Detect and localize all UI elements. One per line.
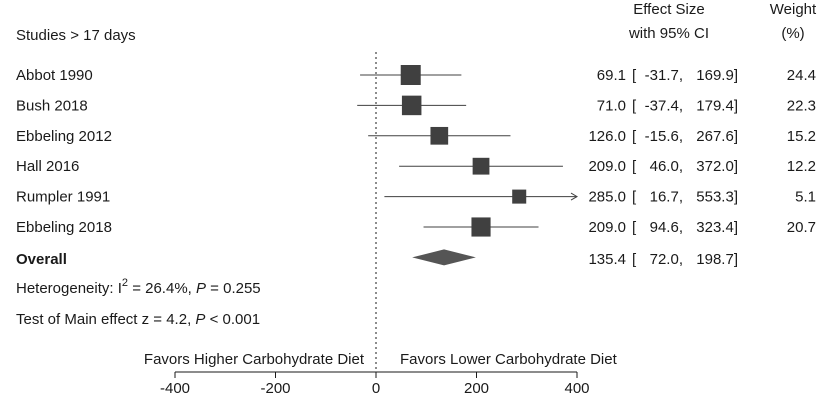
effect-size-header: Effect Size (633, 1, 704, 18)
estimate-value: 126.0 (588, 128, 626, 145)
effect-square (472, 157, 490, 175)
ci-open-bracket: [ (632, 219, 637, 236)
effect-square (400, 65, 421, 85)
weight-value: 24.4 (787, 67, 816, 84)
ci-upper-value: 169.9] (696, 67, 738, 84)
favors-left-label: Favors Higher Carbohydrate Diet (144, 351, 365, 368)
study-name: Ebbeling 2012 (16, 128, 112, 145)
overall-upper: 198.7] (696, 251, 738, 268)
ci-lower-value: 16.7, (650, 189, 683, 206)
ci-lower-value: 46.0, (650, 158, 683, 175)
overall-values: 135.4 [ 72.0, 198.7] (588, 251, 738, 268)
study-name: Ebbeling 2018 (16, 219, 112, 236)
ci-open-bracket: [ (632, 189, 637, 206)
x-tick-label: -200 (260, 380, 290, 397)
effect-square (401, 95, 422, 116)
estimate-value: 209.0 (588, 158, 626, 175)
x-tick-label: 200 (464, 380, 489, 397)
ci-open-bracket: [ (632, 128, 637, 145)
overall-estimate: 135.4 (588, 251, 626, 268)
effect-square (512, 189, 527, 204)
ci-open-bracket: [ (632, 97, 637, 114)
study-row: Abbot 1990 69.1 [ -31.7, 169.9] 24.4 (16, 65, 816, 85)
x-tick-label: 0 (372, 380, 380, 397)
study-row: Bush 2018 71.0 [ -37.4, 179.4] 22.3 (16, 95, 816, 116)
ci-open-bracket: [ (632, 158, 637, 175)
estimate-value: 209.0 (588, 219, 626, 236)
ci-lower-value: -31.7, (645, 67, 683, 84)
x-tick-label: -400 (160, 380, 190, 397)
x-axis-ticks: -400 -200 0 200 400 (160, 372, 590, 397)
study-name: Bush 2018 (16, 97, 88, 114)
ci-lower-value: -15.6, (645, 128, 683, 145)
weight-value: 20.7 (787, 219, 816, 236)
ci-upper-value: 372.0] (696, 158, 738, 175)
weight-value: 12.2 (787, 158, 816, 175)
study-row: Ebbeling 2018 209.0 [94.6, 323.4] 20.7 (16, 217, 816, 237)
x-tick-label: 400 (564, 380, 589, 397)
study-name: Abbot 1990 (16, 67, 93, 84)
overall-ci-open: [ (632, 251, 637, 268)
ci-upper-value: 323.4] (696, 219, 738, 236)
weight-unit-header: (%) (781, 25, 804, 42)
ci-lower-value: -37.4, (645, 97, 683, 114)
ci-clip-arrow-icon (570, 192, 578, 201)
main-effect-text: Test of Main effect z = 4.2, P < 0.001 (16, 311, 260, 328)
ci-upper-value: 267.6] (696, 128, 738, 145)
study-row: Rumpler 1991 285.0 [16.7, 553.3] 5.1 (16, 189, 816, 206)
favors-right-label: Favors Lower Carbohydrate Diet (400, 351, 618, 368)
estimate-value: 71.0 (597, 97, 626, 114)
overall-diamond (412, 249, 476, 266)
overall-lower: 72.0, (650, 251, 683, 268)
study-name: Rumpler 1991 (16, 189, 110, 206)
overall-label: Overall (16, 251, 67, 268)
weight-header: Weight (770, 1, 817, 18)
effect-square (430, 126, 449, 145)
estimate-value: 69.1 (597, 67, 626, 84)
weight-value: 5.1 (795, 189, 816, 206)
estimate-value: 285.0 (588, 189, 626, 206)
study-rows: Abbot 1990 69.1 [ -31.7, 169.9] 24.4 Bush 2018… (16, 65, 816, 237)
study-name: Hall 2016 (16, 158, 79, 175)
heterogeneity-text: Heterogeneity: I2 = 26.4%, P = 0.255 (16, 277, 261, 297)
ci-header: with 95% CI (628, 25, 709, 42)
study-row: Ebbeling 2012 126.0 [ -15.6, 267.6] 15.2 (16, 126, 816, 145)
ci-open-bracket: [ (632, 67, 637, 84)
ci-upper-value: 179.4] (696, 97, 738, 114)
effect-square (471, 217, 491, 237)
studies-header: Studies > 17 days (16, 27, 136, 44)
ci-upper-value: 553.3] (696, 189, 738, 206)
weight-value: 22.3 (787, 97, 816, 114)
ci-lower-value: 94.6, (650, 219, 683, 236)
study-row: Hall 2016 209.0 [46.0, 372.0] 12.2 (16, 157, 816, 175)
weight-value: 15.2 (787, 128, 816, 145)
